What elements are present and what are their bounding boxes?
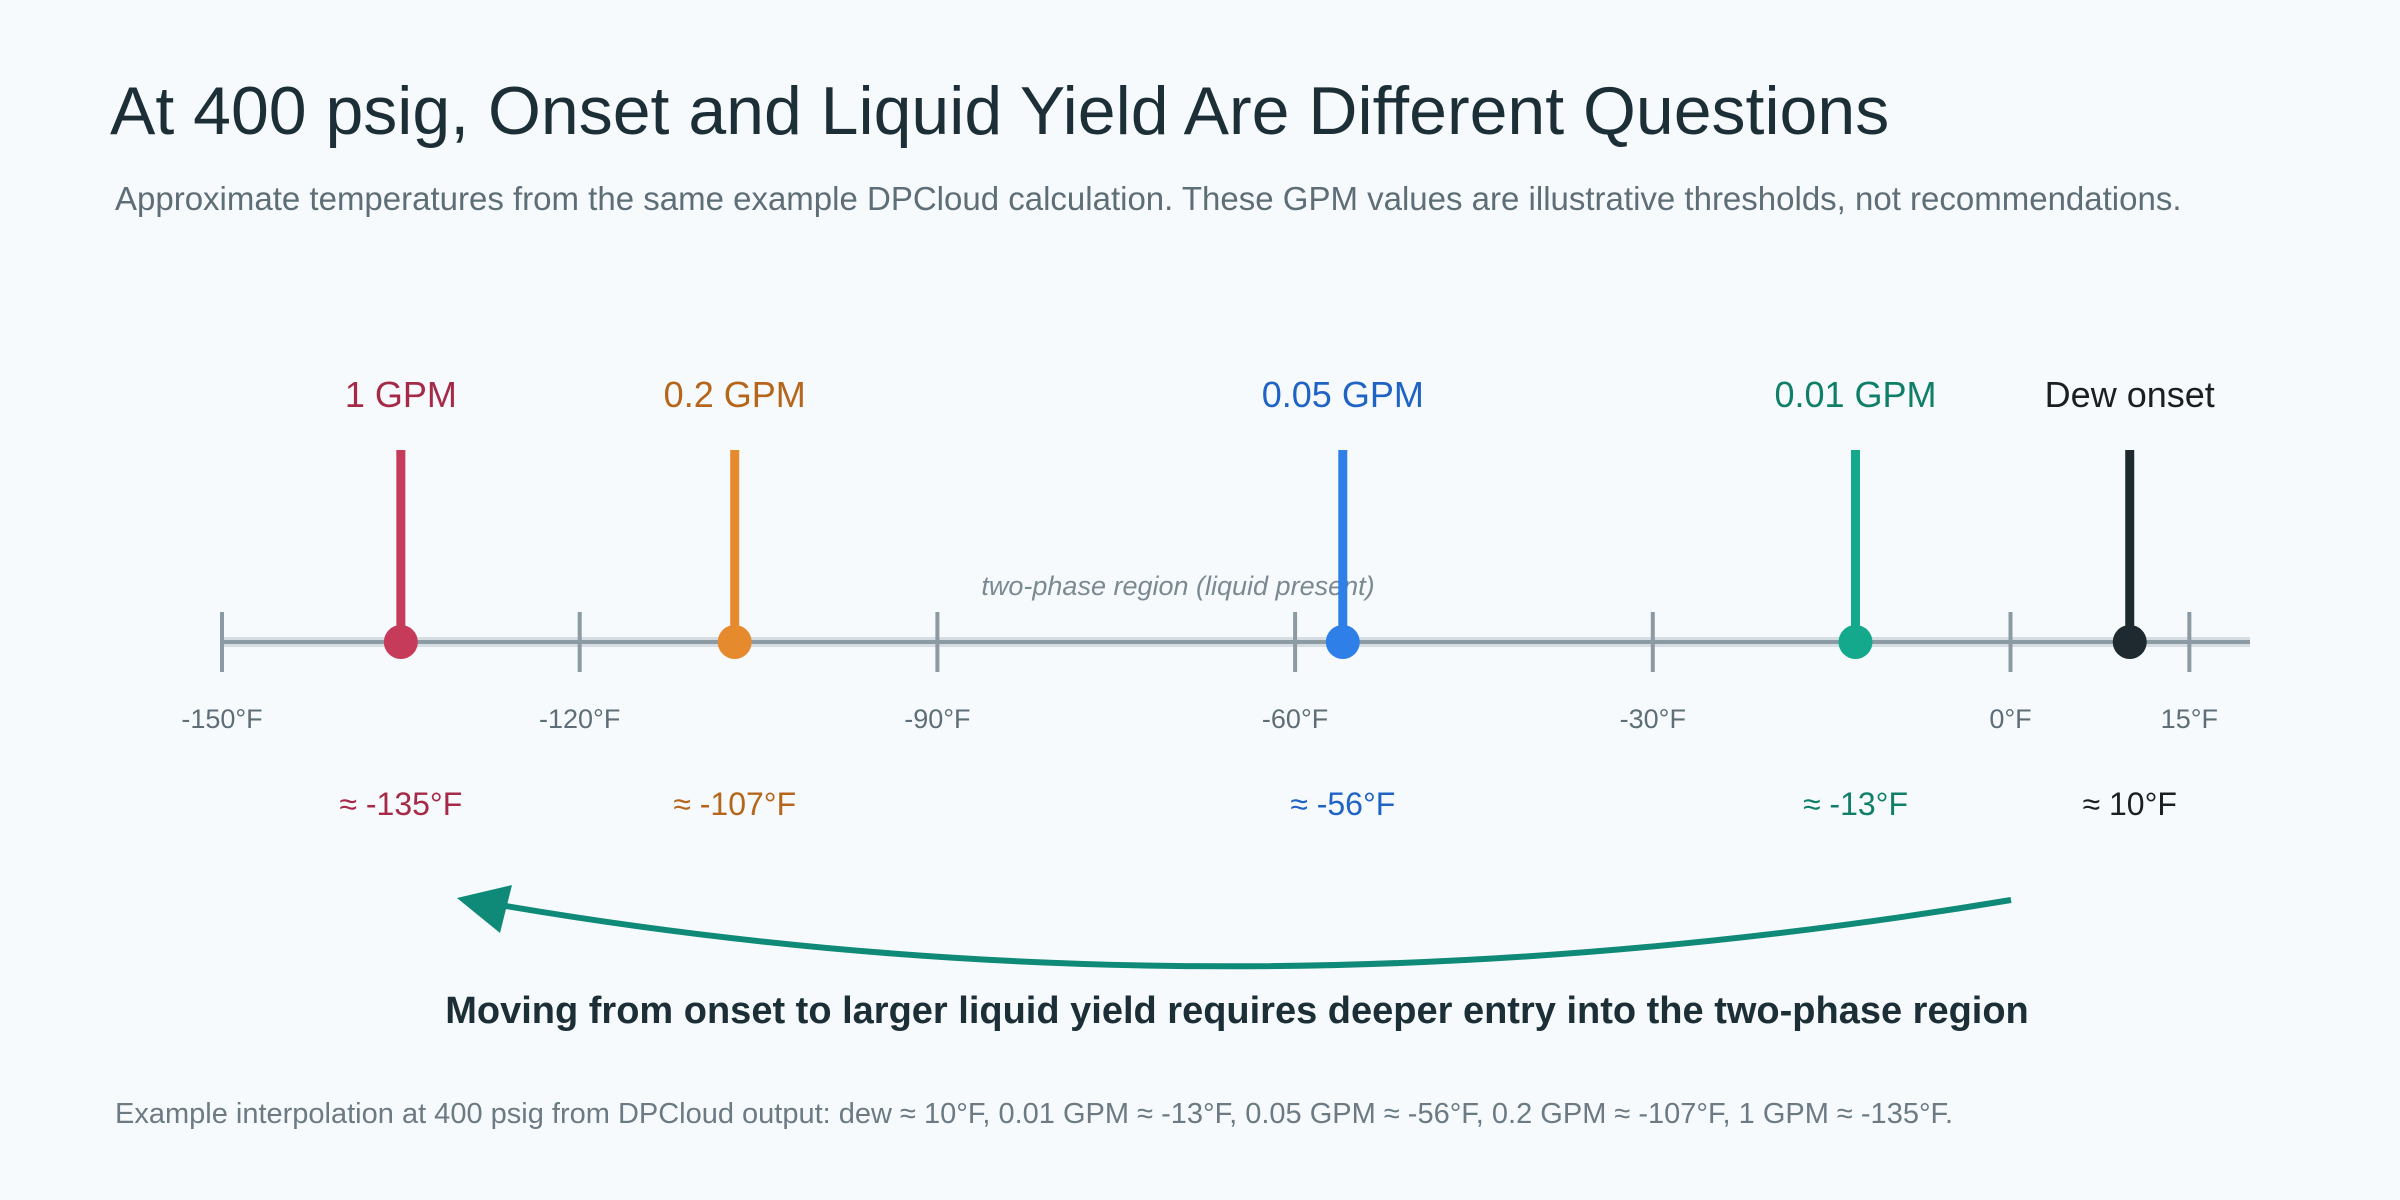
marker-label: 0.05 GPM bbox=[1262, 374, 1424, 415]
marker-label: 0.2 GPM bbox=[664, 374, 806, 415]
arrow-curve bbox=[499, 897, 2012, 970]
axis-tick-label: -60°F bbox=[1262, 704, 1328, 734]
page-subtitle: Approximate temperatures from the same e… bbox=[115, 180, 2182, 217]
axis-tick-label: -120°F bbox=[539, 704, 620, 734]
marker-dot bbox=[2112, 625, 2147, 659]
axis-tick-label: 0°F bbox=[1989, 704, 2031, 734]
markers: 1 GPM ≈ -135°F 0.2 GPM ≈ -107°F 0.05 GPM ≈ -5… bbox=[339, 374, 2214, 822]
marker-value-label: ≈ -135°F bbox=[339, 786, 462, 822]
marker-value-label: ≈ 10°F bbox=[2083, 786, 2177, 822]
marker-1-gpm: 1 GPM ≈ -135°F bbox=[339, 374, 462, 822]
arrow-caption: Moving from onset to larger liquid yield… bbox=[445, 990, 2029, 1032]
marker-dot bbox=[717, 625, 752, 659]
marker-value-label: ≈ -107°F bbox=[673, 786, 796, 822]
marker-0-01-gpm: 0.01 GPM ≈ -13°F bbox=[1774, 374, 1936, 822]
axis-tick-label: -30°F bbox=[1620, 704, 1686, 734]
marker-label: Dew onset bbox=[2045, 374, 2215, 415]
onset-to-yield-arrow bbox=[457, 885, 2012, 970]
marker-dot bbox=[1325, 625, 1360, 659]
two-phase-region-label: two-phase region (liquid present) bbox=[981, 571, 1374, 601]
marker-dot bbox=[1838, 625, 1873, 659]
marker-label: 0.01 GPM bbox=[1774, 374, 1936, 415]
marker-dew-onset: Dew onset ≈ 10°F bbox=[2045, 374, 2215, 822]
arrow-head bbox=[457, 885, 512, 933]
axis-tick-label: -150°F bbox=[181, 704, 262, 734]
marker-value-label: ≈ -56°F bbox=[1290, 786, 1395, 822]
temperature-axis: -150°F -120°F -90°F -60°F -30°F 0°F 15°F bbox=[181, 612, 2250, 734]
axis-tick-label: 15°F bbox=[2161, 704, 2218, 734]
marker-0-2-gpm: 0.2 GPM ≈ -107°F bbox=[664, 374, 806, 822]
page-title: At 400 psig, Onset and Liquid Yield Are … bbox=[110, 73, 1890, 149]
marker-value-label: ≈ -13°F bbox=[1803, 786, 1908, 822]
marker-0-05-gpm: 0.05 GPM ≈ -56°F bbox=[1262, 374, 1424, 822]
footnote: Example interpolation at 400 psig from D… bbox=[115, 1098, 1954, 1130]
marker-dot bbox=[383, 625, 418, 659]
axis-tick-label: -90°F bbox=[904, 704, 970, 734]
marker-label: 1 GPM bbox=[345, 374, 457, 415]
